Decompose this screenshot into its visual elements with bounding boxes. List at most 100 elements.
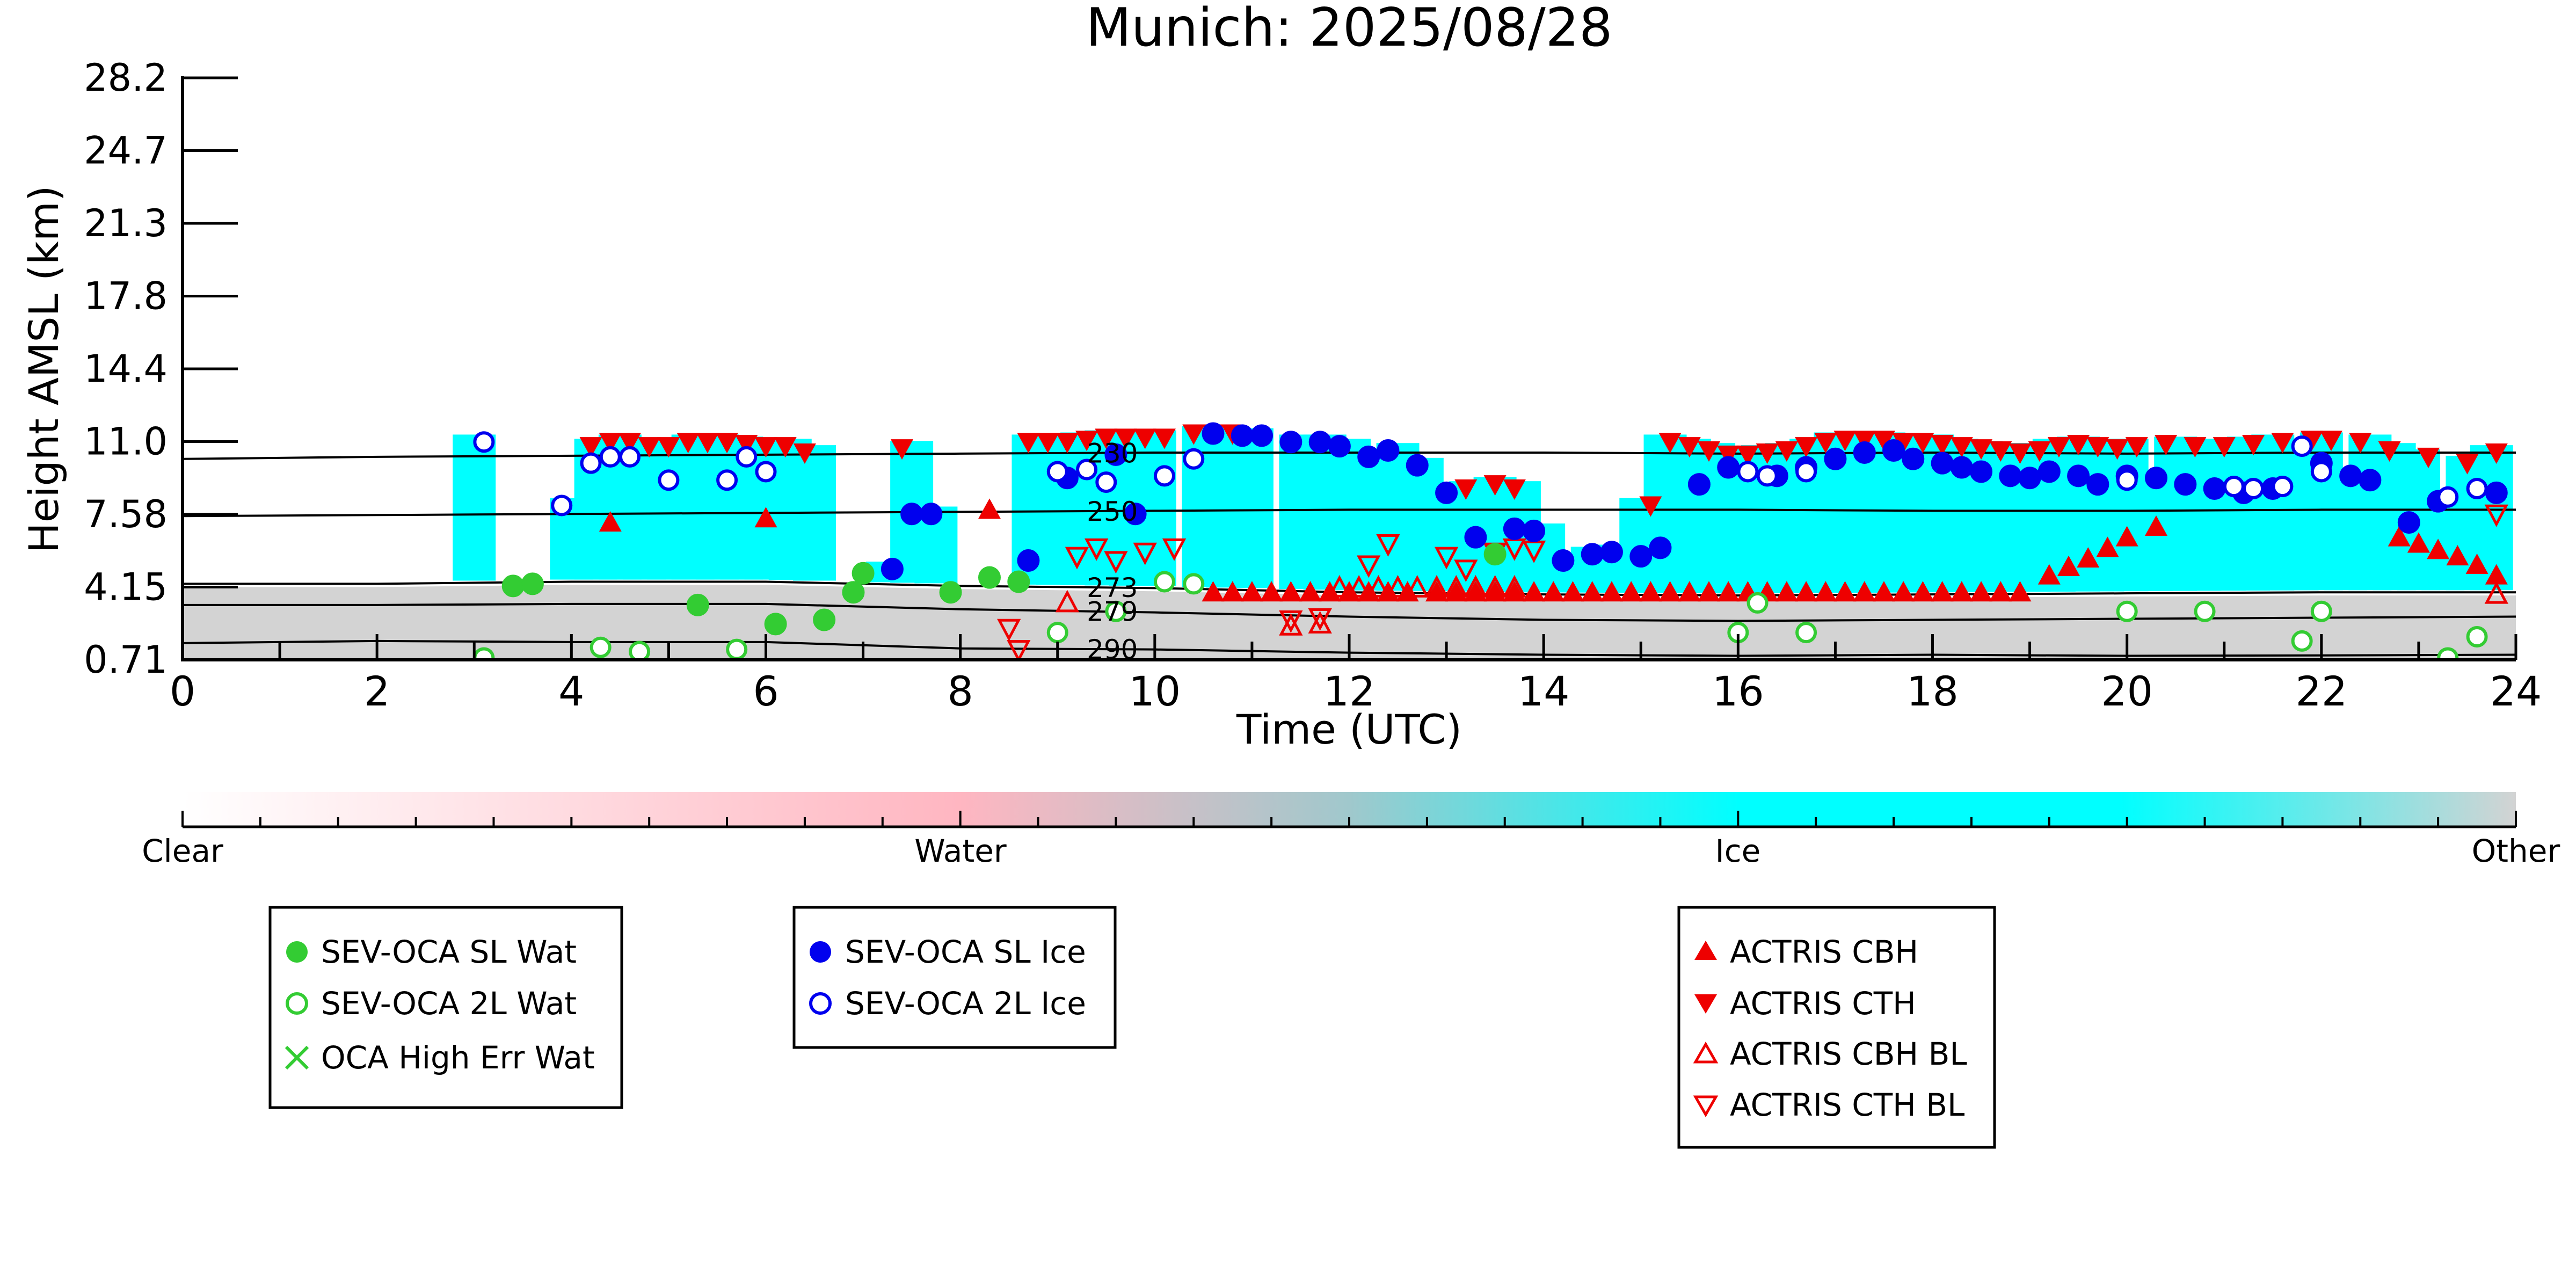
y-tick-label: 14.4	[84, 347, 168, 391]
marker-triangle-up	[2144, 515, 2167, 536]
marker-open-triangle-down	[997, 618, 1021, 642]
y-tick-label: 17.8	[84, 274, 168, 318]
marker-filled-circle	[1007, 570, 1030, 593]
marker-open-triangle-up	[1424, 574, 1449, 598]
marker-triangle-down	[2300, 431, 2323, 452]
marker-triangle-down	[735, 435, 758, 456]
colorbar-label-clear: Clear	[142, 833, 223, 869]
marker-triangle-up	[1202, 581, 1225, 602]
marker-open-circle	[580, 452, 602, 474]
marker-open-circle	[2116, 469, 2138, 491]
marker-triangle-down	[1095, 428, 1118, 449]
legend-water-2l: SEV-OCA 2L Wat	[286, 985, 577, 1022]
marker-triangle-down	[2155, 435, 2178, 456]
marker-triangle-down	[793, 443, 816, 464]
marker-triangle-up	[1279, 581, 1302, 602]
marker-filled-circle	[842, 581, 865, 604]
legend-label: OCA High Err Wat	[321, 1039, 595, 1076]
marker-triangle-down	[1017, 433, 1040, 454]
y-tick-label: 4.15	[84, 565, 168, 609]
legend-label: ACTRIS CTH	[1730, 985, 1916, 1022]
marker-triangle-down	[579, 437, 602, 458]
y-tick-label: 28.2	[84, 56, 168, 100]
marker-triangle-up	[2096, 536, 2119, 557]
marker-open-triangle-down	[1376, 534, 1400, 557]
marker-open-triangle-down	[1065, 547, 1089, 570]
marker-filled-circle	[1202, 422, 1225, 445]
marker-triangle-down	[1756, 443, 1779, 464]
marker-open-circle	[1105, 600, 1127, 622]
ice-phase-region	[453, 434, 496, 581]
x-tick-label: 8	[947, 667, 973, 715]
isotherm-label: 250	[1087, 496, 1138, 527]
marker-open-triangle-down	[1007, 640, 1031, 660]
legend-actris-frame	[1677, 906, 1996, 1149]
marker-triangle-up	[599, 511, 622, 532]
marker-open-circle	[1737, 461, 1759, 483]
marker-filled-circle	[1357, 445, 1380, 468]
legend-label: SEV-OCA SL Wat	[321, 934, 577, 970]
x-tick-label: 10	[1129, 667, 1181, 715]
marker-open-circle	[1095, 471, 1117, 493]
marker-open-circle	[2466, 626, 2488, 648]
marker-open-circle	[2310, 600, 2332, 622]
marker-filled-circle	[2174, 473, 2197, 496]
legend-marker-triangle-up	[1694, 941, 1717, 960]
marker-open-circle	[658, 469, 680, 491]
marker-triangle-down	[657, 437, 680, 458]
marker-triangle-down	[774, 437, 797, 458]
y-axis-label: Height AMSL (km)	[20, 185, 68, 553]
marker-triangle-down	[2047, 437, 2070, 458]
marker-filled-circle	[1581, 543, 1604, 566]
marker-filled-circle	[881, 557, 904, 580]
marker-open-triangle-up	[1386, 574, 1410, 598]
marker-filled-circle	[1824, 447, 1847, 470]
marker-triangle-down	[2456, 454, 2479, 475]
marker-filled-circle	[900, 503, 923, 526]
marker-triangle-up	[2446, 545, 2469, 566]
marker-triangle-up	[1931, 581, 1954, 602]
marker-triangle-up	[2485, 564, 2508, 585]
legend-marker-filled-circle	[810, 941, 831, 963]
marker-triangle-down	[599, 433, 622, 454]
isotherm-label: 279	[1087, 596, 1138, 628]
x-tick-label: 14	[1518, 667, 1570, 715]
cloud-phase-background	[183, 426, 2516, 660]
marker-triangle-down	[2106, 439, 2129, 460]
marker-open-circle	[736, 446, 758, 468]
marker-open-triangle-up	[1366, 574, 1391, 598]
marker-open-triangle-up	[1327, 574, 1352, 598]
marker-open-circle	[2310, 461, 2332, 483]
legend-water: SEV-OCA SL Wat SEV-OCA 2L Wat OCA High E…	[268, 906, 623, 1109]
marker-open-circle	[599, 446, 621, 468]
marker-triangle-up	[1814, 581, 1837, 602]
marker-open-triangle-down	[2484, 504, 2508, 527]
marker-triangle-down	[1853, 431, 1876, 452]
marker-open-triangle-up	[1279, 613, 1303, 636]
marker-filled-circle	[1523, 519, 1546, 542]
y-tick-label: 0.71	[84, 638, 168, 682]
chart-title: Munich: 2025/08/28	[1086, 0, 1612, 59]
marker-open-triangle-up	[1444, 574, 1468, 598]
legend-actris-cth-bl: ACTRIS CTH BL	[1693, 1087, 1964, 1123]
marker-filled-circle	[1017, 549, 1040, 572]
marker-triangle-down	[2349, 433, 2372, 454]
marker-triangle-down	[1182, 424, 1205, 445]
isotherm-label: 230	[1087, 438, 1138, 469]
marker-triangle-down	[1075, 431, 1098, 452]
marker-triangle-up	[2388, 526, 2411, 547]
legend-water-high-err: OCA High Err Wat	[285, 1039, 595, 1076]
marker-open-triangle-down	[1162, 538, 1187, 561]
marker-triangle-up	[1561, 581, 1584, 602]
marker-triangle-up	[2115, 526, 2138, 547]
marker-open-triangle-up	[1055, 590, 1080, 613]
marker-triangle-down	[1775, 441, 1798, 462]
marker-triangle-down	[1133, 428, 1156, 449]
marker-filled-circle	[2067, 464, 2090, 487]
marker-triangle-down	[696, 433, 719, 454]
marker-open-circle	[618, 446, 641, 468]
y-tick-label: 11.0	[84, 420, 168, 464]
marker-triangle-up	[2057, 555, 2080, 576]
